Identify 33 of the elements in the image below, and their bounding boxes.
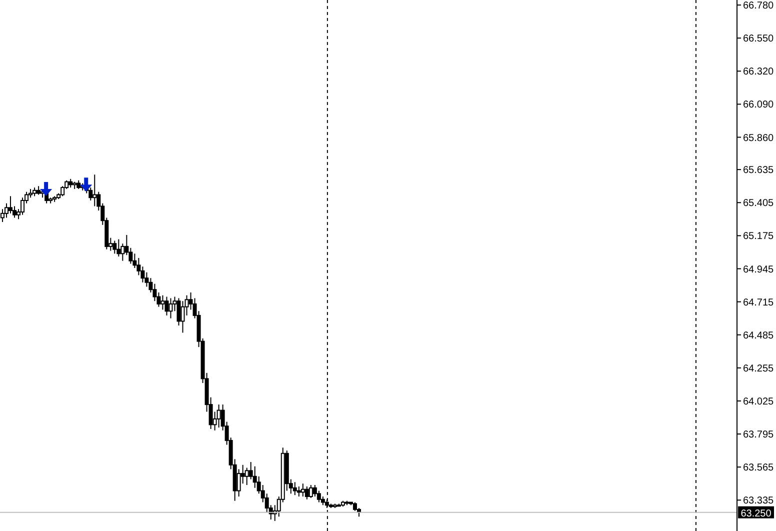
y-tick-label: 65.860 bbox=[743, 132, 774, 144]
candlestick bbox=[236, 468, 241, 498]
y-tick-label: 66.320 bbox=[743, 66, 774, 78]
candlestick bbox=[308, 484, 313, 498]
candlestick bbox=[304, 486, 309, 500]
y-tick-label: 63.795 bbox=[743, 430, 774, 441]
candlestick bbox=[180, 300, 185, 334]
y-tick-label: 64.025 bbox=[743, 396, 774, 408]
y-tick-label: 63.565 bbox=[743, 462, 774, 474]
y-tick-label: 64.715 bbox=[743, 297, 774, 308]
candlestick bbox=[300, 483, 305, 498]
candlestick bbox=[216, 404, 221, 428]
y-tick-label: 63.335 bbox=[743, 496, 774, 507]
candlestick bbox=[112, 240, 117, 254]
candlestick bbox=[296, 486, 301, 498]
y-tick-label: 64.255 bbox=[743, 363, 774, 374]
y-tick-label: 64.485 bbox=[743, 330, 774, 342]
candlestick bbox=[8, 196, 13, 214]
y-tick-label: 65.405 bbox=[743, 198, 774, 210]
candlestick bbox=[116, 238, 121, 258]
candlestick bbox=[292, 482, 297, 496]
y-tick-label: 66.780 bbox=[743, 0, 774, 12]
y-tick-label: 66.550 bbox=[743, 34, 774, 45]
y-tick-label: 64.945 bbox=[743, 264, 774, 276]
y-tick-label: 65.175 bbox=[743, 231, 774, 242]
candlestick bbox=[160, 294, 165, 310]
y-tick-label: 65.635 bbox=[743, 165, 774, 176]
ref-line-label: 63.250 bbox=[740, 508, 772, 520]
candlestick bbox=[92, 174, 97, 207]
candlestick bbox=[164, 296, 169, 316]
candlestick bbox=[244, 467, 249, 486]
y-tick-label: 66.090 bbox=[743, 100, 774, 111]
candlestick bbox=[168, 298, 173, 319]
